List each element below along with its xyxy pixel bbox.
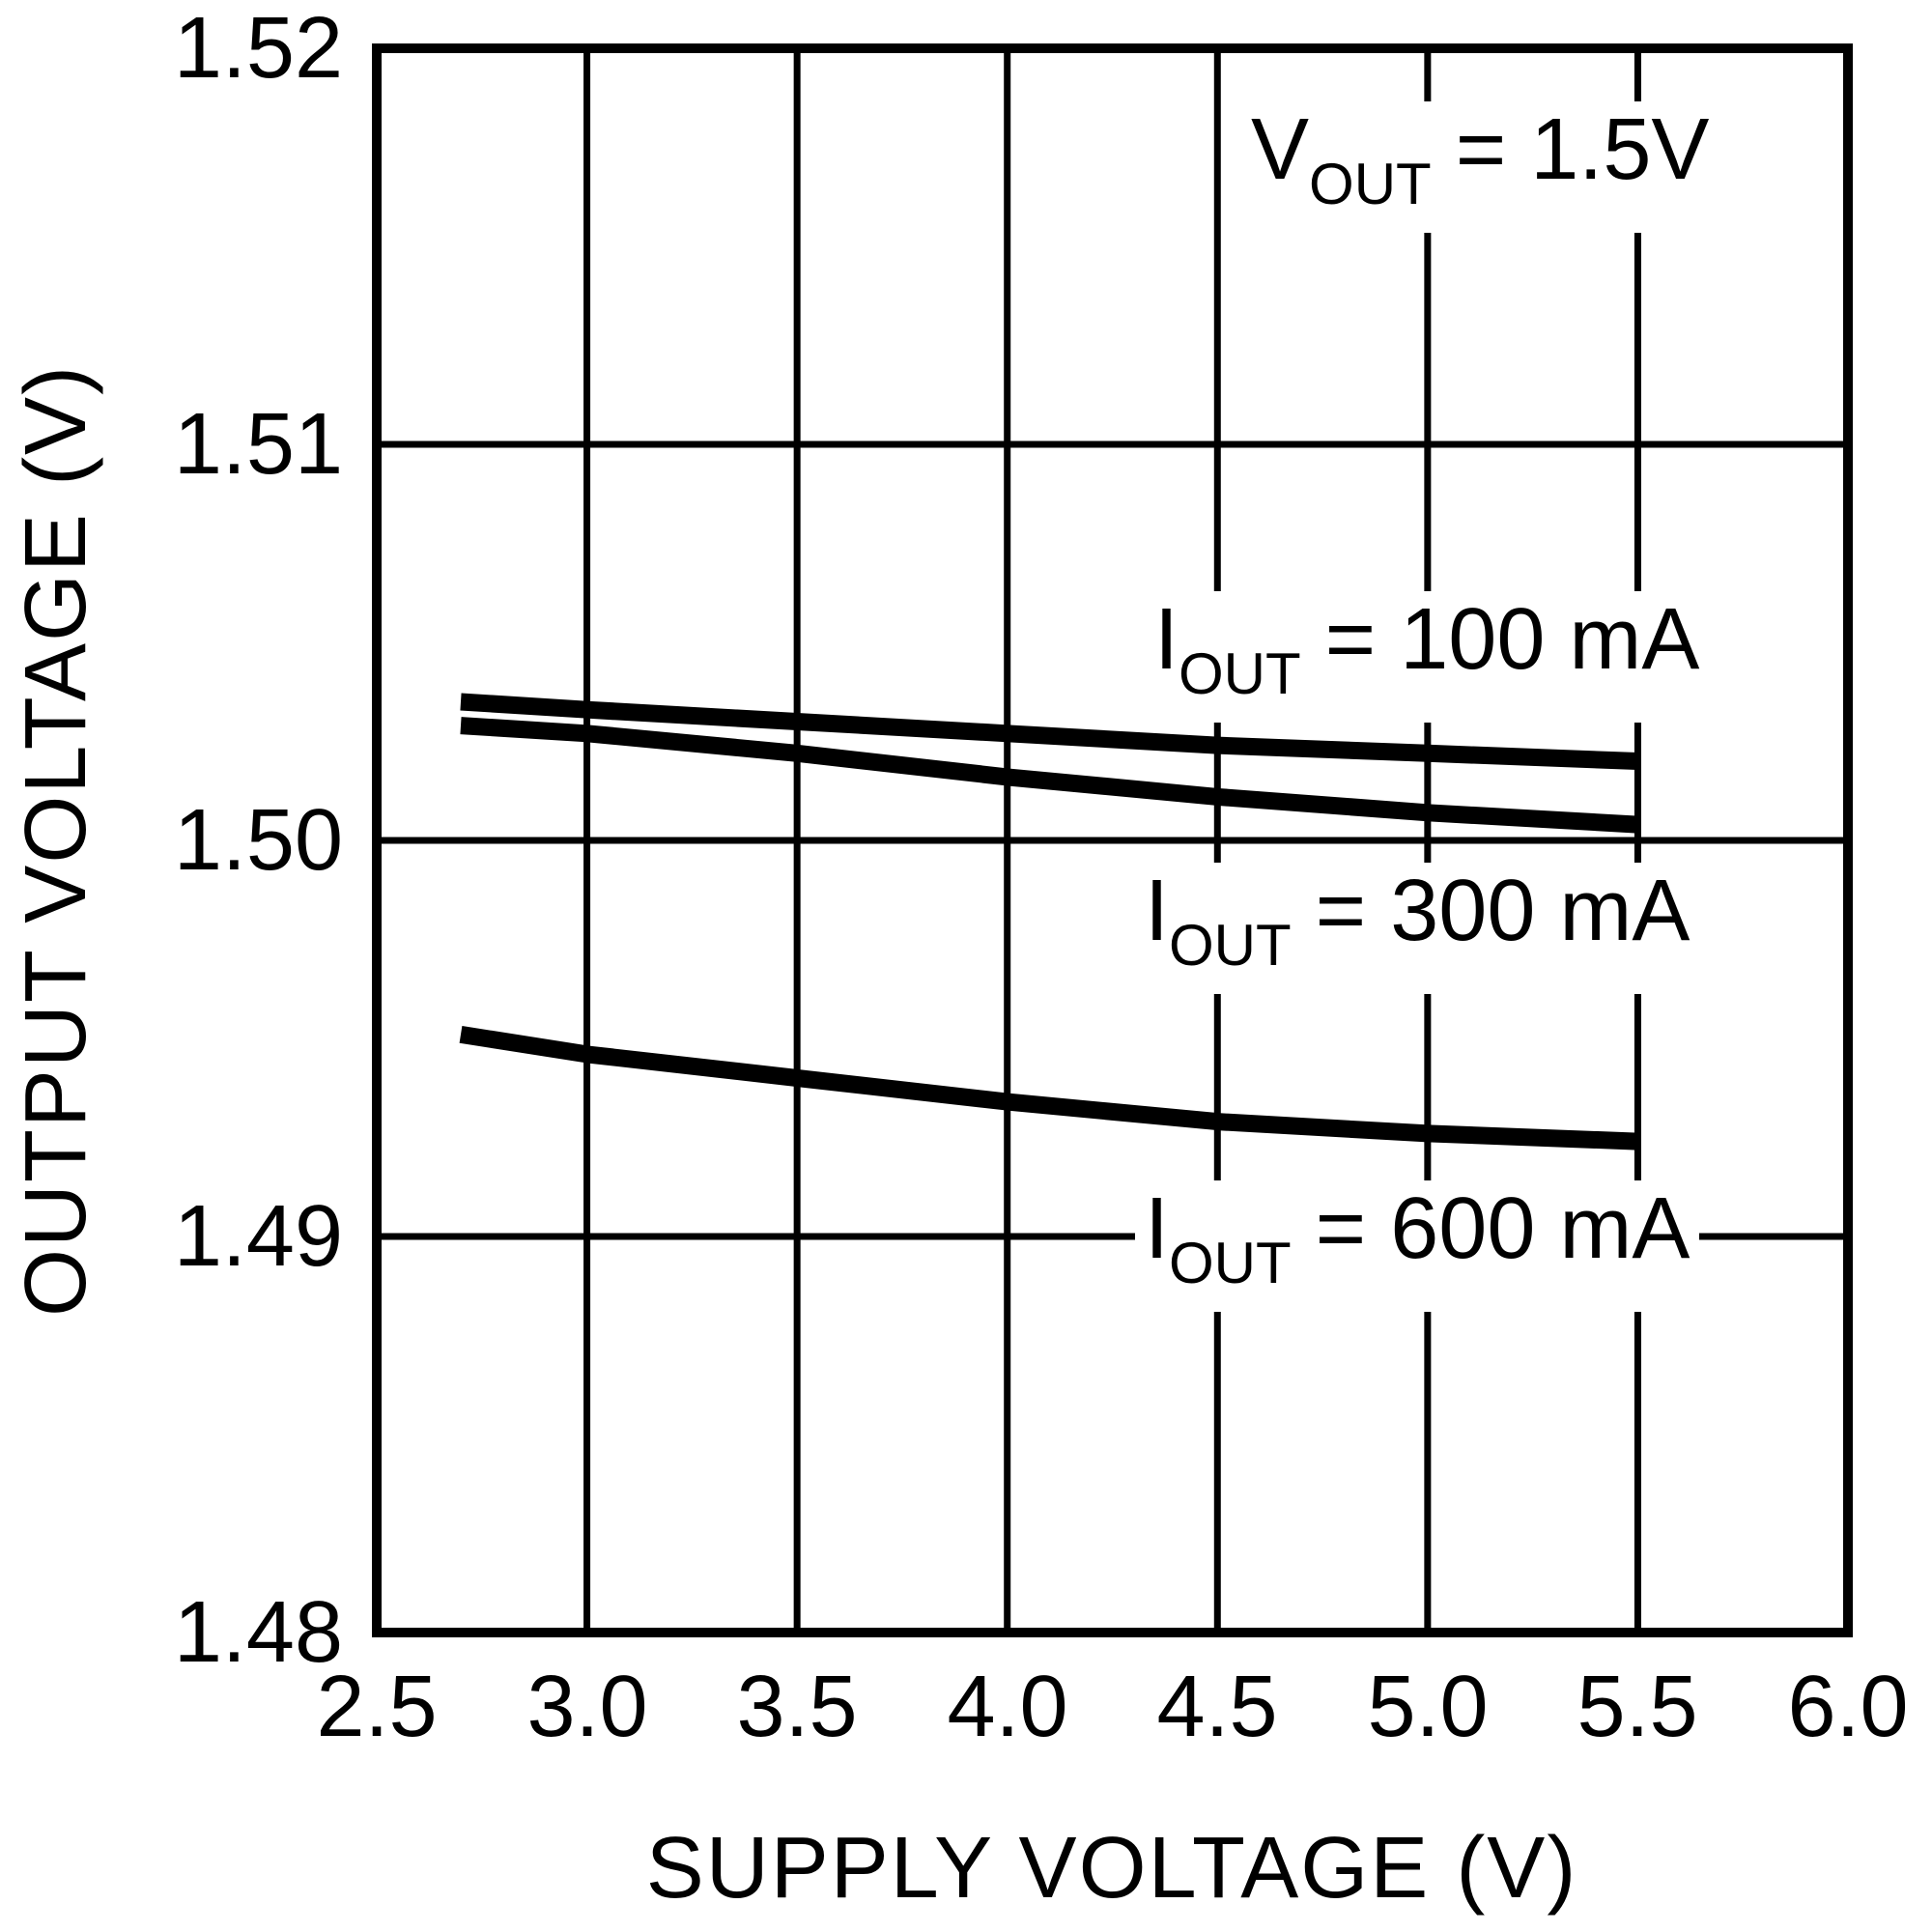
curve-label-600ma-value: = 600 mA [1291,1180,1690,1277]
y-tick-label: 1.50 [173,792,343,889]
x-tick-label: 3.0 [526,1659,648,1755]
annotation-vout-symbol: V [1251,101,1310,198]
x-tick-label: 4.5 [1156,1659,1278,1755]
annotation-vout-value: = 1.5V [1431,101,1710,198]
x-tick-label: 5.0 [1367,1659,1489,1755]
x-axis-title: SUPPLY VOLTAGE (V) [645,1820,1578,1917]
x-tick-label: 4.0 [947,1659,1068,1755]
y-tick-label: 1.48 [173,1584,343,1681]
curve-label-100ma-symbol: I [1154,591,1179,688]
curve-label-100ma: IOUT = 100 mA [1145,591,1710,723]
curve-label-300ma: IOUT = 300 mA [1135,863,1700,994]
y-tick-label: 1.52 [173,0,343,97]
x-tick-label: 6.0 [1787,1659,1909,1755]
annotation-vout-subscript: OUT [1309,152,1432,216]
curve-label-600ma-subscript: OUT [1169,1231,1292,1295]
curve-label-600ma-symbol: I [1145,1180,1170,1277]
annotation-vout: VOUT = 1.5V [1241,101,1719,233]
y-tick-label: 1.49 [173,1188,343,1285]
x-tick-label: 5.5 [1577,1659,1698,1755]
x-tick-label: 2.5 [316,1659,438,1755]
x-tick-label: 3.5 [736,1659,858,1755]
curve-label-300ma-value: = 300 mA [1291,863,1690,959]
curve-label-300ma-subscript: OUT [1169,913,1292,978]
y-tick-label: 1.51 [173,396,343,493]
curve-label-100ma-value: = 100 mA [1300,591,1700,688]
curve-label-300ma-symbol: I [1145,863,1170,959]
y-axis-title: OUTPUT VOLTAGE (V) [8,363,104,1318]
curve-label-100ma-subscript: OUT [1179,641,1301,706]
curve-label-600ma: IOUT = 600 mA [1135,1180,1700,1312]
